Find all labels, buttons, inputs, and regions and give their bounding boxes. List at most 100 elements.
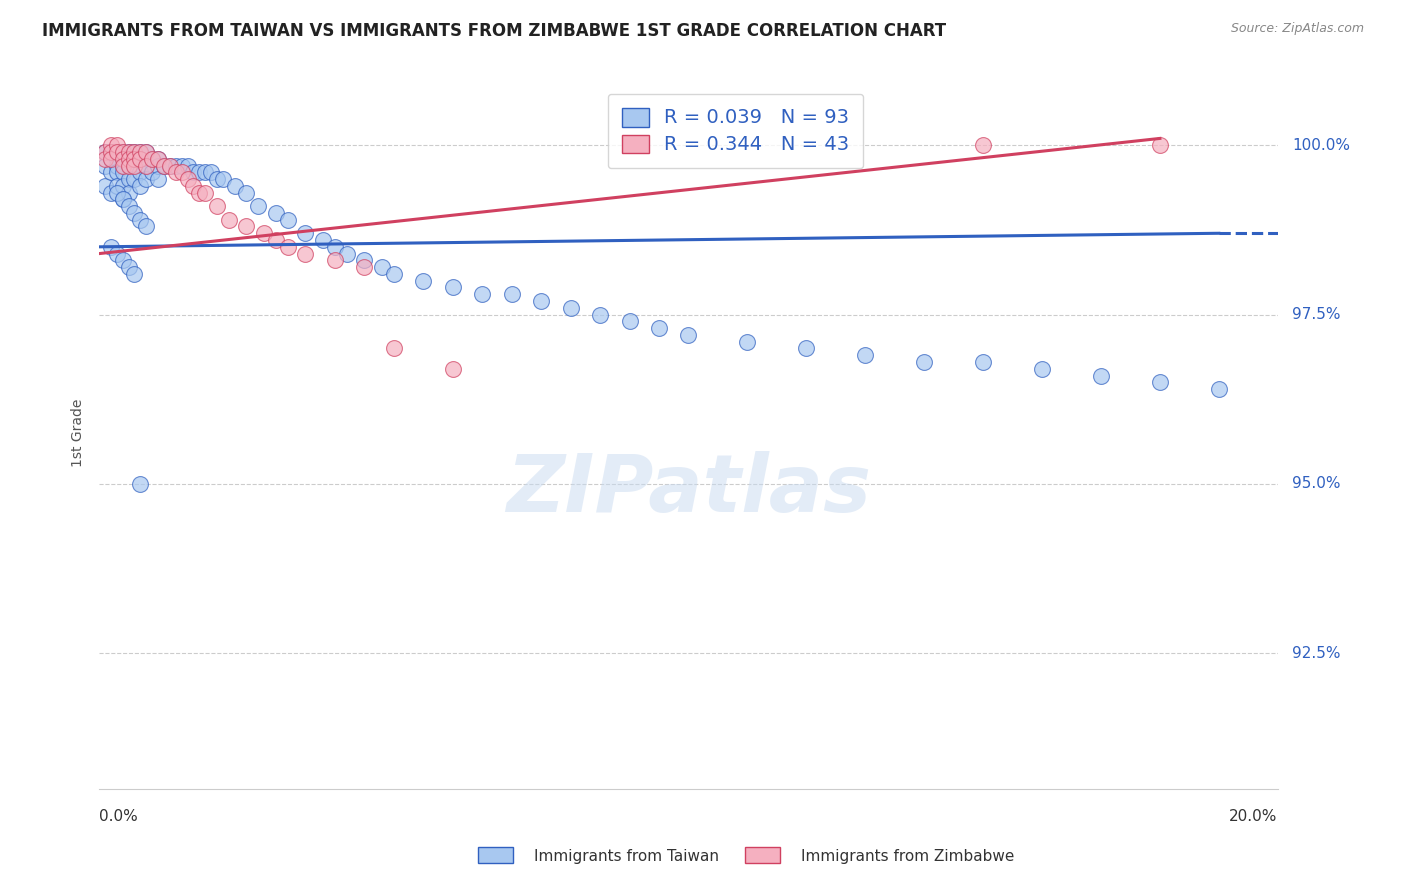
Point	[159, 159, 181, 173]
Y-axis label: 1st Grade: 1st Grade	[72, 399, 86, 467]
Point	[111, 152, 134, 166]
Point	[94, 159, 117, 173]
Point	[135, 159, 157, 173]
Point	[94, 152, 117, 166]
Point	[117, 260, 139, 274]
Point	[972, 355, 994, 369]
Point	[105, 145, 128, 159]
Point	[183, 178, 205, 193]
Point	[912, 355, 935, 369]
Point	[212, 172, 235, 186]
Point	[471, 287, 494, 301]
Point	[111, 253, 134, 268]
Point	[129, 178, 152, 193]
Point	[323, 253, 346, 268]
Point	[105, 159, 128, 173]
Point	[589, 308, 612, 322]
Point	[111, 165, 134, 179]
Point	[135, 145, 157, 159]
Point	[294, 227, 316, 241]
Point	[277, 240, 299, 254]
Point	[194, 165, 217, 179]
Point	[146, 152, 169, 166]
Point	[100, 152, 122, 166]
Point	[124, 159, 146, 173]
Point	[277, 212, 299, 227]
Point	[105, 186, 128, 200]
Point	[111, 193, 134, 207]
Text: 100.0%: 100.0%	[1292, 137, 1350, 153]
Point	[382, 342, 405, 356]
Point	[312, 233, 335, 247]
Point	[111, 159, 134, 173]
Point	[135, 219, 157, 234]
Text: 92.5%: 92.5%	[1292, 646, 1340, 661]
Text: 95.0%: 95.0%	[1292, 476, 1340, 491]
Point	[205, 172, 228, 186]
Point	[135, 159, 157, 173]
Point	[146, 159, 169, 173]
Point	[200, 165, 222, 179]
Point	[218, 212, 240, 227]
Point	[1090, 368, 1112, 383]
Point	[117, 186, 139, 200]
Point	[264, 233, 287, 247]
Point	[129, 165, 152, 179]
Point	[165, 159, 187, 173]
Point	[129, 212, 152, 227]
Point	[111, 152, 134, 166]
Point	[235, 219, 257, 234]
Point	[129, 145, 152, 159]
Point	[94, 178, 117, 193]
Legend: R = 0.039   N = 93, R = 0.344   N = 43: R = 0.039 N = 93, R = 0.344 N = 43	[607, 94, 863, 169]
Point	[153, 159, 176, 173]
Point	[111, 145, 134, 159]
Point	[124, 145, 146, 159]
Point	[1208, 382, 1230, 396]
Point	[146, 152, 169, 166]
Point	[176, 172, 198, 186]
Point	[159, 159, 181, 173]
Point	[170, 165, 193, 179]
Point	[441, 280, 464, 294]
Point	[129, 477, 152, 491]
Point	[105, 152, 128, 166]
Point	[737, 334, 759, 349]
Point	[124, 172, 146, 186]
Point	[117, 152, 139, 166]
Point	[353, 253, 375, 268]
Point	[117, 199, 139, 213]
Point	[972, 138, 994, 153]
Point	[247, 199, 270, 213]
Point	[117, 172, 139, 186]
Point	[100, 138, 122, 153]
Point	[853, 348, 876, 362]
Text: 97.5%: 97.5%	[1292, 307, 1340, 322]
Point	[129, 152, 152, 166]
Point	[105, 178, 128, 193]
Point	[205, 199, 228, 213]
Point	[141, 152, 163, 166]
Point	[183, 165, 205, 179]
Point	[412, 274, 434, 288]
Point	[129, 152, 152, 166]
Point	[124, 206, 146, 220]
Point	[100, 165, 122, 179]
Point	[294, 246, 316, 260]
Point	[135, 145, 157, 159]
Point	[94, 145, 117, 159]
Point	[194, 186, 217, 200]
Point	[441, 361, 464, 376]
Point	[124, 159, 146, 173]
Point	[235, 186, 257, 200]
Point	[1149, 138, 1171, 153]
Point	[264, 206, 287, 220]
Point	[124, 152, 146, 166]
Point	[117, 159, 139, 173]
Point	[94, 145, 117, 159]
Point	[117, 145, 139, 159]
Point	[100, 145, 122, 159]
Point	[100, 240, 122, 254]
Point	[253, 227, 276, 241]
Point	[153, 159, 176, 173]
